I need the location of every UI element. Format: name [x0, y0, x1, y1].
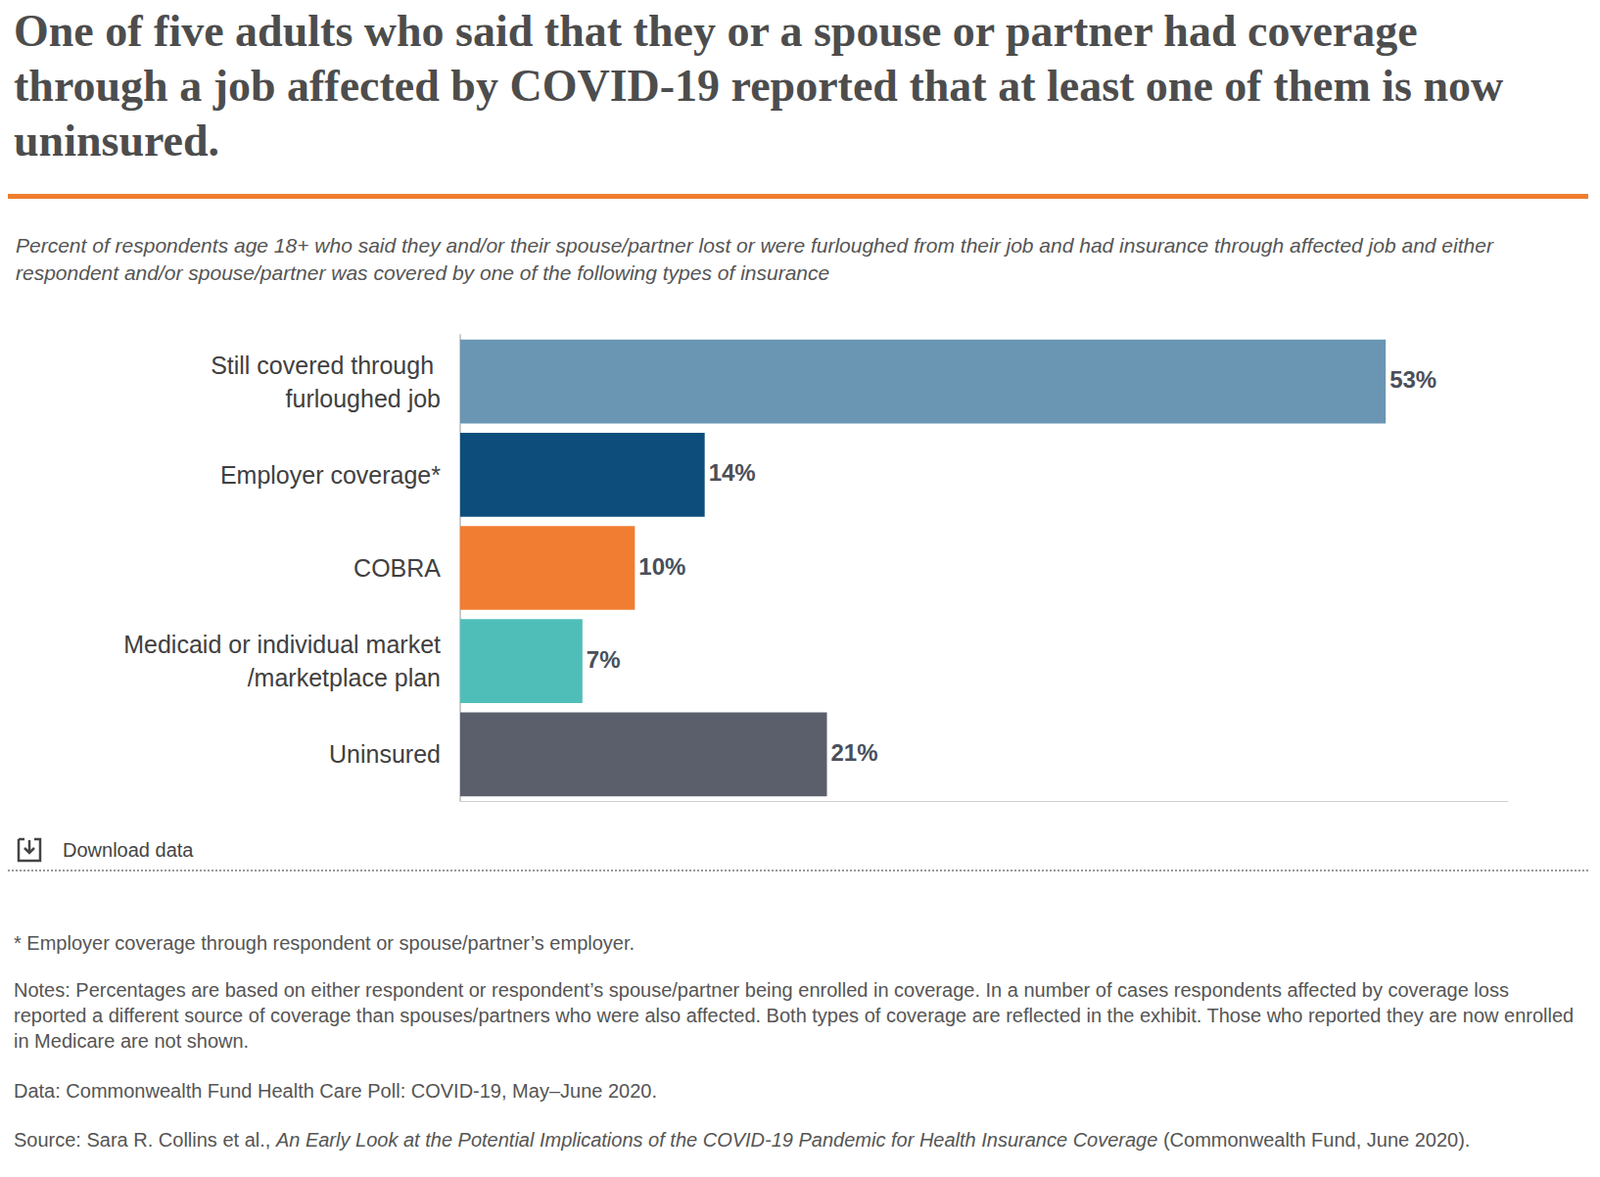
- svg-text:Medicaid or individual market: Medicaid or individual market: [123, 630, 441, 659]
- svg-text:53%: 53%: [1389, 366, 1437, 393]
- html-text:Data: Commonwealth Fund Health: Data: Commonwealth Fund Health Care Poll…: [13, 1080, 658, 1102]
- svg-text:21%: 21%: [831, 739, 879, 766]
- svg-text:Uninsured: Uninsured: [329, 740, 441, 768]
- svg-text:10%: 10%: [638, 553, 686, 580]
- svg-text:Still covered through: Still covered through: [210, 351, 441, 379]
- svg-text:/marketplace plan: /marketplace plan: [247, 663, 441, 692]
- html-text:Notes: Percentages are based o: Notes: Percentages are based on either r…: [13, 979, 1574, 1052]
- html-text:Download data: Download data: [62, 838, 194, 861]
- html-text:One of five adults who said th: One of five adults who said that they or…: [13, 5, 1504, 166]
- svg-text:furloughed job: furloughed job: [285, 384, 441, 413]
- svg-text:14%: 14%: [708, 459, 756, 486]
- svg-text:Employer coverage*: Employer coverage*: [220, 461, 441, 489]
- svg-text:7%: 7%: [586, 646, 621, 673]
- html-text:* Employer coverage through re: * Employer coverage through respondent o…: [13, 932, 635, 954]
- html-text:Percent of respondents age 18+: Percent of respondents age 18+ who said …: [15, 234, 1494, 284]
- svg-text:COBRA: COBRA: [353, 554, 441, 582]
- html-text:Source: Sara R. Collins et al.: Source: Sara R. Collins et al., An Early…: [13, 1129, 1471, 1151]
